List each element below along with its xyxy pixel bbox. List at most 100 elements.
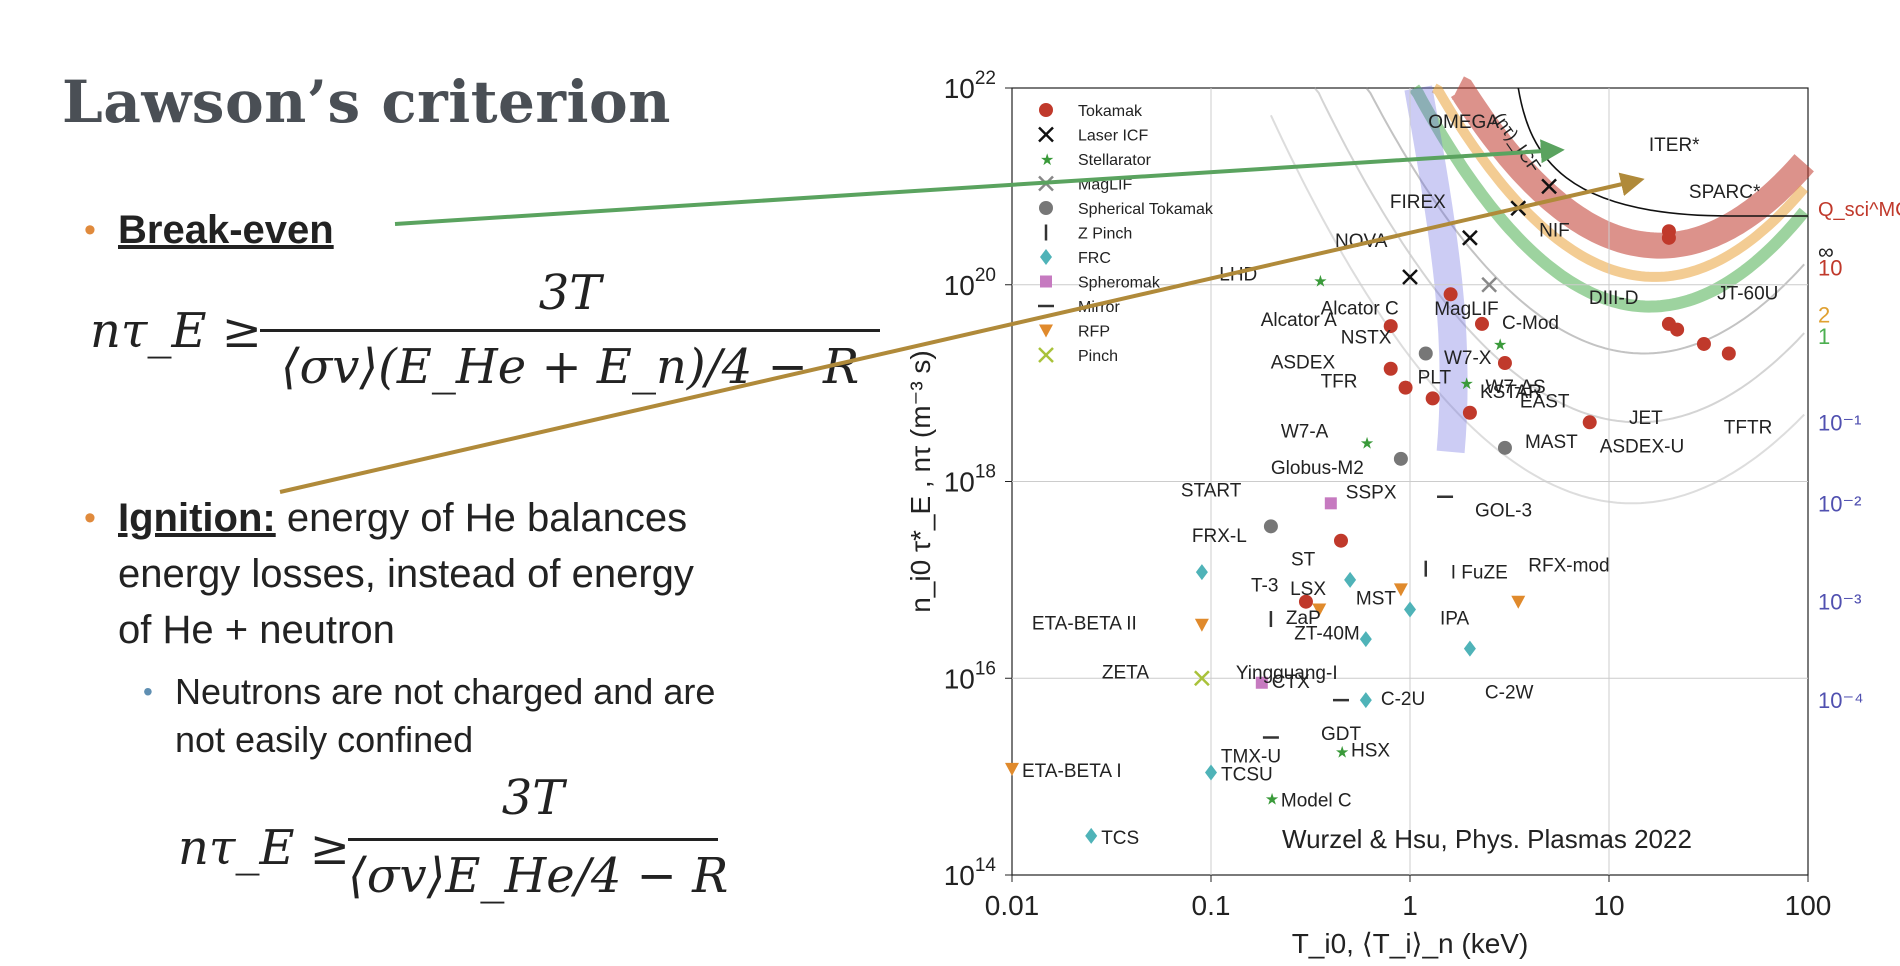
x-tick-label-1: 0.1 bbox=[1192, 890, 1231, 921]
point-lhd: ★ bbox=[1313, 274, 1327, 291]
point-label-tcs: TCS bbox=[1101, 828, 1139, 849]
point-label-jt-60u: JT-60U bbox=[1717, 284, 1778, 305]
point-tcsu bbox=[1205, 764, 1217, 781]
legend-label-frc: FRC bbox=[1078, 250, 1111, 267]
legend-marker-spheromak bbox=[1040, 275, 1052, 288]
neutron-text-line-1: Neutrons are not charged and are bbox=[175, 671, 716, 712]
legend-label-maglif: MagLIF bbox=[1078, 177, 1132, 194]
y-axis-label: n_i0 τ*_E , nτ (m⁻³ s) bbox=[905, 350, 936, 613]
point-mast bbox=[1497, 440, 1512, 455]
y-tick-label-0: 1014 bbox=[944, 855, 997, 891]
ignition-text-line-2: energy losses, instead of energy bbox=[118, 552, 694, 596]
y-tick-label-2: 1018 bbox=[944, 462, 996, 498]
neutron-sub-bullet: • Neutrons are not charged and are not e… bbox=[143, 668, 716, 764]
point-label-nova: NOVA bbox=[1335, 231, 1388, 252]
point-label-c-2w: C-2W bbox=[1485, 683, 1534, 704]
legend-label-z-pinch: Z Pinch bbox=[1078, 226, 1132, 243]
point-label-tftr: TFTR bbox=[1724, 418, 1773, 439]
formula-denominator: ⟨σv⟩E_He/4 − R bbox=[348, 848, 729, 904]
point-label-east: EAST bbox=[1520, 392, 1570, 413]
point-yingguang-i bbox=[1359, 631, 1372, 648]
point-label-sparc: SPARC* bbox=[1689, 182, 1761, 203]
y-tick-label-4: 1022 bbox=[944, 68, 996, 104]
point-c-2u bbox=[1359, 692, 1372, 709]
point-sspx bbox=[1324, 497, 1337, 510]
point-w7-as: ★ bbox=[1459, 376, 1473, 393]
point-label-i-fuze: I FuZE bbox=[1451, 563, 1508, 584]
point-label-diii-d: DIII-D bbox=[1589, 288, 1639, 309]
point-label-model-c: Model C bbox=[1281, 790, 1352, 811]
point-label-w7-a: W7-A bbox=[1281, 421, 1329, 442]
legend-marker-spherical-tokamak bbox=[1039, 201, 1053, 215]
point-label-c-mod: C-Mod bbox=[1502, 313, 1559, 334]
q-value-label-4: 10⁻¹ bbox=[1818, 410, 1861, 435]
point-east bbox=[1462, 405, 1477, 420]
y-tick-label-1: 1016 bbox=[944, 658, 996, 694]
point-w7-x: ★ bbox=[1493, 337, 1507, 354]
point-label-firex: FIREX bbox=[1390, 192, 1446, 213]
point-zt-40m bbox=[1312, 603, 1327, 617]
point-sparc bbox=[1661, 230, 1676, 245]
point-label-asdex: ASDEX bbox=[1271, 353, 1336, 374]
point-eta-beta-i bbox=[1005, 762, 1019, 776]
point-lsx bbox=[1344, 571, 1357, 588]
point-jt-60u bbox=[1670, 322, 1685, 337]
point-label-ipa: IPA bbox=[1440, 608, 1470, 629]
q-value-label-2: 2 bbox=[1818, 302, 1830, 327]
point-tfr bbox=[1398, 380, 1413, 395]
point-label-c-2u: C-2U bbox=[1381, 689, 1425, 710]
point-label-asdex-u: ASDEX-U bbox=[1600, 436, 1684, 457]
point-plt bbox=[1425, 391, 1440, 406]
formula-numerator: 3T bbox=[501, 770, 565, 826]
point-label-plt: PLT bbox=[1418, 367, 1452, 388]
point-ipa bbox=[1404, 601, 1416, 618]
q-value-label-3: 1 bbox=[1818, 324, 1830, 349]
point-label-yingguang-i: Yingguang-I bbox=[1236, 663, 1338, 684]
point-label-lhd: LHD bbox=[1219, 265, 1257, 286]
point-nstx bbox=[1418, 346, 1433, 361]
legend-label-stellarator: Stellarator bbox=[1078, 152, 1152, 169]
legend-label-mirror: Mirror bbox=[1078, 299, 1120, 316]
point-label-ctx: CTX bbox=[1272, 672, 1310, 693]
point-globus-m2 bbox=[1393, 451, 1408, 466]
point-label-nstx: NSTX bbox=[1341, 328, 1392, 349]
legend-marker-laser-icf bbox=[1038, 126, 1054, 143]
formula-lhs-text: nτ_E ≥ bbox=[90, 303, 262, 359]
ignition-text-line-3: of He + neutron bbox=[118, 608, 395, 652]
point-label-maglif: MagLIF bbox=[1434, 299, 1498, 320]
point-start bbox=[1263, 519, 1278, 534]
point-st bbox=[1333, 533, 1348, 548]
x-tick-label-2: 1 bbox=[1402, 890, 1418, 921]
point-asdex bbox=[1383, 361, 1398, 376]
point-label-sspx: SSPX bbox=[1346, 482, 1397, 503]
point-label-zap: ZaP bbox=[1286, 608, 1321, 629]
point-label-nif: NIF bbox=[1539, 220, 1570, 241]
q-value-label-0: ∞ bbox=[1818, 239, 1834, 264]
point-label-start: START bbox=[1181, 480, 1242, 501]
bullet-dot-icon: • bbox=[84, 499, 96, 537]
ignition-bullet: • Ignition: energy of He balances energy… bbox=[84, 490, 694, 658]
point-zeta bbox=[1194, 670, 1210, 687]
point-eta-beta-ii bbox=[1194, 618, 1209, 632]
ignition-text-line-1: energy of He balances bbox=[275, 496, 688, 540]
x-axis-label: T_i0, ⟨T_i⟩_n (keV) bbox=[1292, 928, 1529, 959]
point-label-zeta: ZETA bbox=[1102, 662, 1149, 683]
legend-label-tokamak: Tokamak bbox=[1078, 103, 1143, 120]
x-tick-label-4: 100 bbox=[1785, 890, 1832, 921]
point-jet bbox=[1696, 336, 1711, 351]
q-value-label-1: 10 bbox=[1818, 255, 1842, 280]
bullet-dot-icon: • bbox=[84, 211, 96, 249]
y-tick-label-3: 1020 bbox=[944, 265, 996, 301]
q-axis-label: Q_sci^MCF bbox=[1818, 199, 1900, 221]
point-asdex-u bbox=[1582, 415, 1597, 430]
point-label-zt-40m: ZT-40M bbox=[1294, 623, 1359, 644]
point-mst bbox=[1393, 583, 1408, 597]
q-value-label-6: 10⁻³ bbox=[1818, 590, 1861, 615]
legend-label-spherical-tokamak: Spherical Tokamak bbox=[1078, 201, 1214, 218]
point-rfx-mod bbox=[1511, 595, 1526, 609]
chart-credit: Wurzel & Hsu, Phys. Plasmas 2022 bbox=[1282, 824, 1692, 854]
point-label-frx-l: FRX-L bbox=[1192, 526, 1247, 547]
point-c-2w bbox=[1463, 640, 1476, 657]
point-label-jet: JET bbox=[1629, 408, 1663, 429]
point-w7-a: ★ bbox=[1360, 435, 1374, 452]
